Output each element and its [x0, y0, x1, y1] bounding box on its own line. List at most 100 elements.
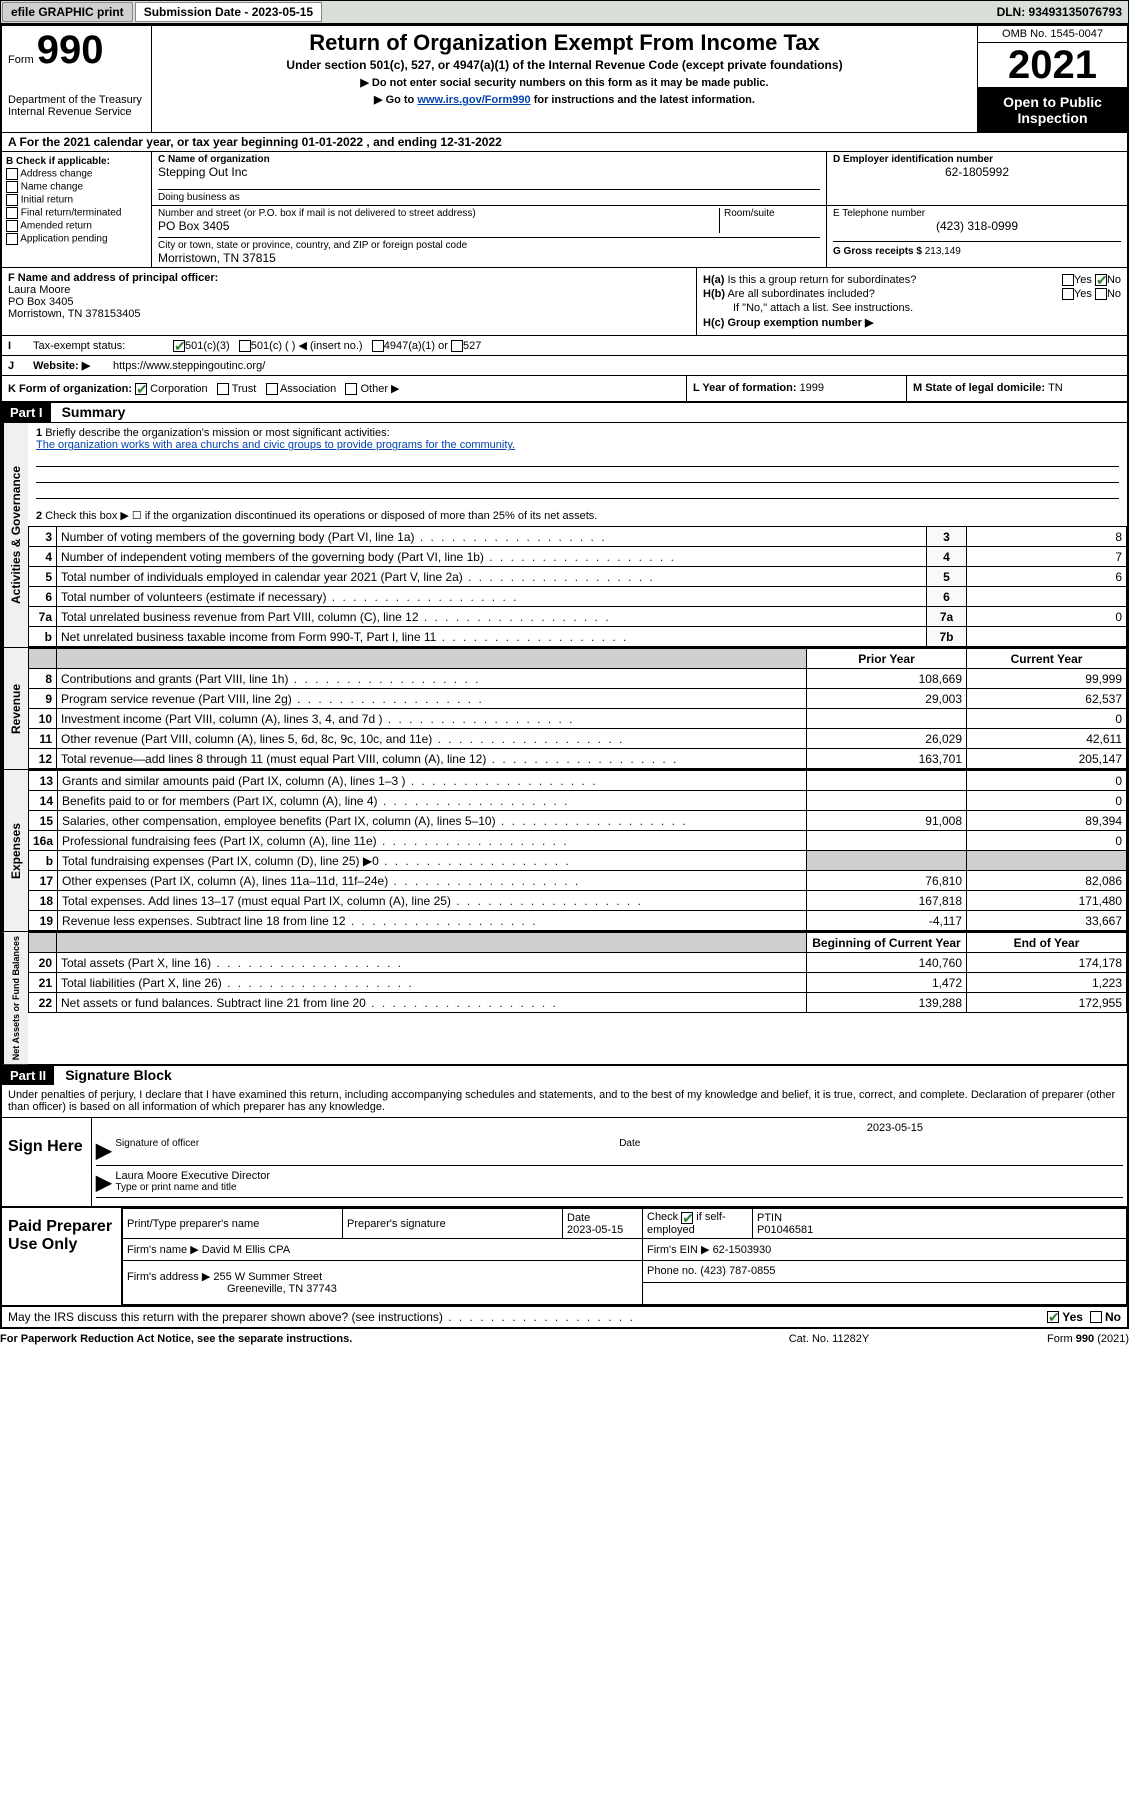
table-row: 15Salaries, other compensation, employee… — [29, 811, 1127, 831]
discuss-no: No — [1105, 1310, 1121, 1324]
paid-preparer-table: Print/Type preparer's name Preparer's si… — [122, 1208, 1127, 1304]
efile-print-button[interactable]: efile GRAPHIC print — [2, 2, 133, 22]
hb-yes-checkbox[interactable] — [1062, 288, 1074, 300]
hb-no: No — [1107, 288, 1121, 300]
rowa-begin: 01-01-2022 — [302, 135, 363, 149]
firm-name: David M Ellis CPA — [202, 1244, 290, 1256]
table-row: 7aTotal unrelated business revenue from … — [29, 607, 1127, 627]
k-trust-checkbox[interactable] — [217, 383, 229, 395]
b-option[interactable]: Initial return — [6, 194, 147, 206]
527-checkbox[interactable] — [451, 340, 463, 352]
b-option[interactable]: Name change — [6, 181, 147, 193]
sig-date-label: Date — [619, 1138, 1123, 1163]
firm-phone: (423) 787-0855 — [700, 1265, 775, 1277]
line-2-checkbox: 2 Check this box ▶ ☐ if the organization… — [28, 505, 1127, 526]
net-assets-table: Beginning of Current YearEnd of Year20To… — [28, 932, 1127, 1013]
table-row: 9Program service revenue (Part VIII, lin… — [29, 689, 1127, 709]
part2-badge: Part II — [2, 1066, 54, 1085]
discuss-yes-checkbox[interactable] — [1047, 1311, 1059, 1323]
hb-no-checkbox[interactable] — [1095, 288, 1107, 300]
table-row: 5Total number of individuals employed in… — [29, 567, 1127, 587]
firm-ein: 62-1503930 — [713, 1244, 772, 1256]
section-b: B Check if applicable: Address change Na… — [2, 152, 152, 267]
open-to-public: Open to Public Inspection — [978, 88, 1127, 132]
501c-checkbox[interactable] — [239, 340, 251, 352]
expenses-section: Expenses 13Grants and similar amounts pa… — [2, 770, 1127, 932]
line-1-mission: 1 Briefly describe the organization's mi… — [28, 423, 1127, 505]
section-i: I Tax-exempt status: 501(c)(3) 501(c) ( … — [2, 336, 1127, 356]
i-527: 527 — [463, 340, 481, 352]
vtab-net: Net Assets or Fund Balances — [2, 932, 28, 1064]
form-note-2: ▶ Go to www.irs.gov/Form990 for instruct… — [158, 93, 971, 106]
j-label: Website: ▶ — [33, 359, 113, 372]
b-option[interactable]: Application pending — [6, 233, 147, 245]
section-j: J Website: ▶ https://www.steppingoutinc.… — [2, 356, 1127, 376]
street-label: Number and street (or P.O. box if mail i… — [158, 208, 715, 219]
table-row: bNet unrelated business taxable income f… — [29, 627, 1127, 647]
ha-yes: Yes — [1074, 274, 1092, 286]
governance-section: Activities & Governance 1 Briefly descri… — [2, 423, 1127, 648]
discuss-row: May the IRS discuss this return with the… — [2, 1307, 1127, 1327]
table-row: 21Total liabilities (Part X, line 26)1,4… — [29, 973, 1127, 993]
c-name-label: C Name of organization — [158, 154, 820, 165]
page-footer: For Paperwork Reduction Act Notice, see … — [0, 1329, 1129, 1349]
b-option[interactable]: Amended return — [6, 220, 147, 232]
state-domicile: TN — [1048, 382, 1063, 394]
table-row: 3Number of voting members of the governi… — [29, 527, 1127, 547]
sign-here-label: Sign Here — [2, 1118, 92, 1206]
ha-no-checkbox[interactable] — [1095, 274, 1107, 286]
k-corp-checkbox[interactable] — [135, 383, 147, 395]
mission-text: The organization works with area churchs… — [36, 439, 515, 451]
paid-sig-hdr: Preparer's signature — [343, 1209, 563, 1238]
net-assets-section: Net Assets or Fund Balances Beginning of… — [2, 932, 1127, 1066]
table-row: 14Benefits paid to or for members (Part … — [29, 791, 1127, 811]
c-name-block: C Name of organization Stepping Out Inc … — [152, 152, 827, 205]
paid-preparer-block: Paid Preparer Use Only Print/Type prepar… — [2, 1208, 1127, 1306]
k-other-checkbox[interactable] — [345, 383, 357, 395]
revenue-section: Revenue Prior YearCurrent Year8Contribut… — [2, 648, 1127, 770]
note2-pre: ▶ Go to — [374, 94, 417, 106]
part2-title: Signature Block — [57, 1067, 172, 1083]
dept-treasury: Department of the Treasury Internal Reve… — [8, 94, 145, 118]
4947-checkbox[interactable] — [372, 340, 384, 352]
501c3-checkbox[interactable] — [173, 340, 185, 352]
section-h: H(a) Is this a group return for subordin… — [697, 268, 1127, 335]
table-row: 19Revenue less expenses. Subtract line 1… — [29, 911, 1127, 931]
table-row: bTotal fundraising expenses (Part IX, co… — [29, 851, 1127, 871]
paid-preparer-label: Paid Preparer Use Only — [2, 1208, 122, 1304]
city-value: Morristown, TN 37815 — [158, 251, 820, 265]
footer-right: Form 990 (2021) — [929, 1333, 1129, 1345]
ptin-label: PTIN — [757, 1212, 782, 1224]
table-header-row: Prior YearCurrent Year — [29, 649, 1127, 669]
paid-date-val: 2023-05-15 — [567, 1224, 623, 1236]
rowa-prefix: A For the 2021 calendar year, or tax yea… — [8, 135, 302, 149]
irs-link[interactable]: www.irs.gov/Form990 — [417, 94, 530, 106]
part-i-header: Part I Summary — [2, 403, 1127, 423]
officer-addr2: Morristown, TN 378153405 — [8, 308, 690, 320]
header-right: OMB No. 1545-0047 2021 Open to Public In… — [977, 26, 1127, 132]
website-value: https://www.steppingoutinc.org/ — [113, 360, 265, 372]
city-label: City or town, state or province, country… — [158, 237, 820, 251]
sign-here-block: Sign Here 2023-05-15 ▶ Signature of offi… — [2, 1118, 1127, 1208]
governance-table: 3Number of voting members of the governi… — [28, 526, 1127, 647]
self-employed-checkbox[interactable] — [681, 1212, 693, 1224]
hb-note: If "No," attach a list. See instructions… — [703, 302, 1121, 314]
k-assoc-checkbox[interactable] — [266, 383, 278, 395]
b-option[interactable]: Address change — [6, 168, 147, 180]
omb-number: OMB No. 1545-0047 — [978, 26, 1127, 43]
discuss-no-checkbox[interactable] — [1090, 1311, 1102, 1323]
f-label: F Name and address of principal officer: — [8, 272, 690, 284]
i-label: Tax-exempt status: — [33, 340, 173, 352]
firm-addr2: Greeneville, TN 37743 — [127, 1283, 337, 1295]
revenue-table: Prior YearCurrent Year8Contributions and… — [28, 648, 1127, 769]
section-klm: K Form of organization: Corporation Trus… — [2, 376, 1127, 403]
b-option[interactable]: Final return/terminated — [6, 207, 147, 219]
b-label: B Check if applicable: — [6, 156, 147, 167]
sig-officer-label: Signature of officer — [115, 1138, 619, 1163]
c-address-block: Number and street (or P.O. box if mail i… — [152, 206, 827, 267]
table-header-row: Beginning of Current YearEnd of Year — [29, 933, 1127, 953]
ha-yes-checkbox[interactable] — [1062, 274, 1074, 286]
ptin-value: P01046581 — [757, 1224, 813, 1236]
firm-name-label: Firm's name ▶ — [127, 1244, 202, 1256]
table-row: 22Net assets or fund balances. Subtract … — [29, 993, 1127, 1013]
